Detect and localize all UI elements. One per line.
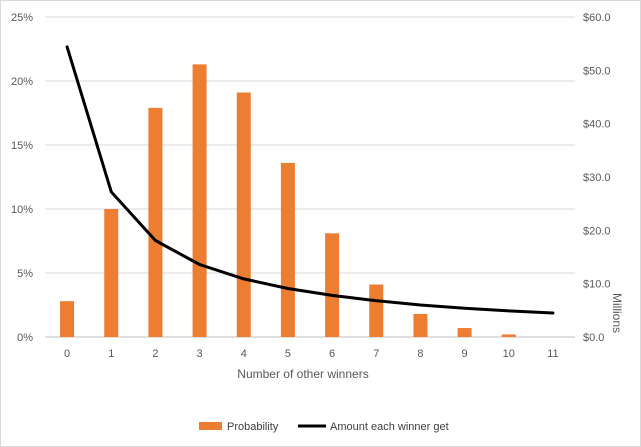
left-axis-tick-labels: 0% 5% 10% 15% 20% 25% <box>11 12 33 344</box>
left-axis-tick-label: 20% <box>11 76 33 88</box>
bar-probability <box>501 334 516 337</box>
bar-probability <box>60 301 75 337</box>
bar-probability <box>148 107 163 337</box>
bar-probability <box>192 64 207 338</box>
right-axis-tick-label: $30.0 <box>583 172 611 184</box>
right-axis-tick-label: $50.0 <box>583 65 611 77</box>
line-series <box>65 45 555 315</box>
left-axis-tick-label: 15% <box>11 140 33 152</box>
left-axis-tick-label: 5% <box>17 268 33 280</box>
gridlines <box>45 16 575 338</box>
bar-series <box>60 64 516 338</box>
x-axis-tick-label: 0 <box>64 348 70 360</box>
bar-probability <box>104 209 119 337</box>
x-axis-tick-label: 3 <box>197 348 203 360</box>
right-axis-tick-labels: $0.0 $10.0 $20.0 $30.0 $40.0 $50.0 $60.0 <box>583 12 611 344</box>
bar-probability <box>413 313 428 337</box>
right-axis-tick-label: $0.0 <box>583 332 604 344</box>
x-axis-tick-label: 10 <box>503 348 515 360</box>
x-axis-tick-label: 8 <box>417 348 423 360</box>
left-axis-tick-label: 25% <box>11 12 33 24</box>
left-axis-tick-label: 10% <box>11 204 33 216</box>
bar-probability <box>325 233 340 337</box>
legend-label-probability: Probability <box>227 421 279 433</box>
x-axis-tick-label: 1 <box>108 348 114 360</box>
x-axis-tick-label: 6 <box>329 348 335 360</box>
x-axis-tick-label: 2 <box>152 348 158 360</box>
legend: Probability Amount each winner get <box>199 421 449 433</box>
right-axis-title: Millions <box>610 293 624 333</box>
x-axis-tick-label: 4 <box>241 348 247 360</box>
x-axis-tick-label: 11 <box>547 348 558 360</box>
x-axis-title: Number of other winners <box>237 367 368 381</box>
bar-probability <box>236 92 251 338</box>
x-axis-tick-label: 9 <box>462 348 468 360</box>
x-axis-tick-label: 7 <box>373 348 379 360</box>
right-axis-tick-label: $60.0 <box>583 12 611 24</box>
right-axis-tick-label: $20.0 <box>583 225 611 237</box>
left-axis-tick-label: 0% <box>17 332 33 344</box>
bar-probability <box>280 162 295 337</box>
x-axis-tick-labels: 0 1 2 3 4 5 6 7 8 9 10 11 <box>64 348 559 360</box>
legend-swatch-probability <box>199 422 222 430</box>
line-amount-each-winner <box>65 45 555 315</box>
x-axis-tick-label: 5 <box>285 348 291 360</box>
right-axis-tick-label: $40.0 <box>583 119 611 131</box>
bar-probability <box>457 328 472 337</box>
legend-label-amount: Amount each winner get <box>330 421 449 433</box>
right-axis-tick-label: $10.0 <box>583 279 611 291</box>
bar-probability <box>369 284 384 337</box>
